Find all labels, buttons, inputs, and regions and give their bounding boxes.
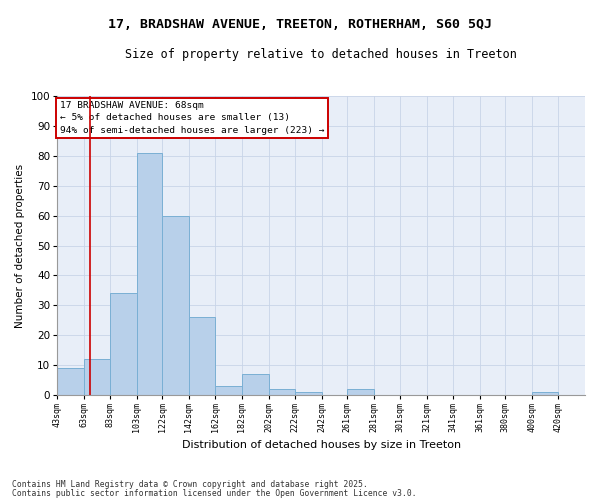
Y-axis label: Number of detached properties: Number of detached properties <box>15 164 25 328</box>
Bar <box>269 389 295 394</box>
Bar <box>242 374 269 394</box>
Text: Contains public sector information licensed under the Open Government Licence v3: Contains public sector information licen… <box>12 488 416 498</box>
Bar <box>110 294 137 394</box>
Bar <box>162 216 189 394</box>
Bar <box>347 389 374 394</box>
Title: Size of property relative to detached houses in Treeton: Size of property relative to detached ho… <box>125 48 517 60</box>
Bar <box>189 317 215 394</box>
Bar <box>532 392 559 394</box>
Text: 17 BRADSHAW AVENUE: 68sqm
← 5% of detached houses are smaller (13)
94% of semi-d: 17 BRADSHAW AVENUE: 68sqm ← 5% of detach… <box>60 101 324 135</box>
X-axis label: Distribution of detached houses by size in Treeton: Distribution of detached houses by size … <box>182 440 461 450</box>
Bar <box>585 392 600 394</box>
Bar <box>295 392 322 394</box>
Text: 17, BRADSHAW AVENUE, TREETON, ROTHERHAM, S60 5QJ: 17, BRADSHAW AVENUE, TREETON, ROTHERHAM,… <box>108 18 492 30</box>
Bar <box>215 386 242 394</box>
Bar <box>57 368 84 394</box>
Bar <box>137 153 162 394</box>
Text: Contains HM Land Registry data © Crown copyright and database right 2025.: Contains HM Land Registry data © Crown c… <box>12 480 368 489</box>
Bar <box>84 359 110 394</box>
